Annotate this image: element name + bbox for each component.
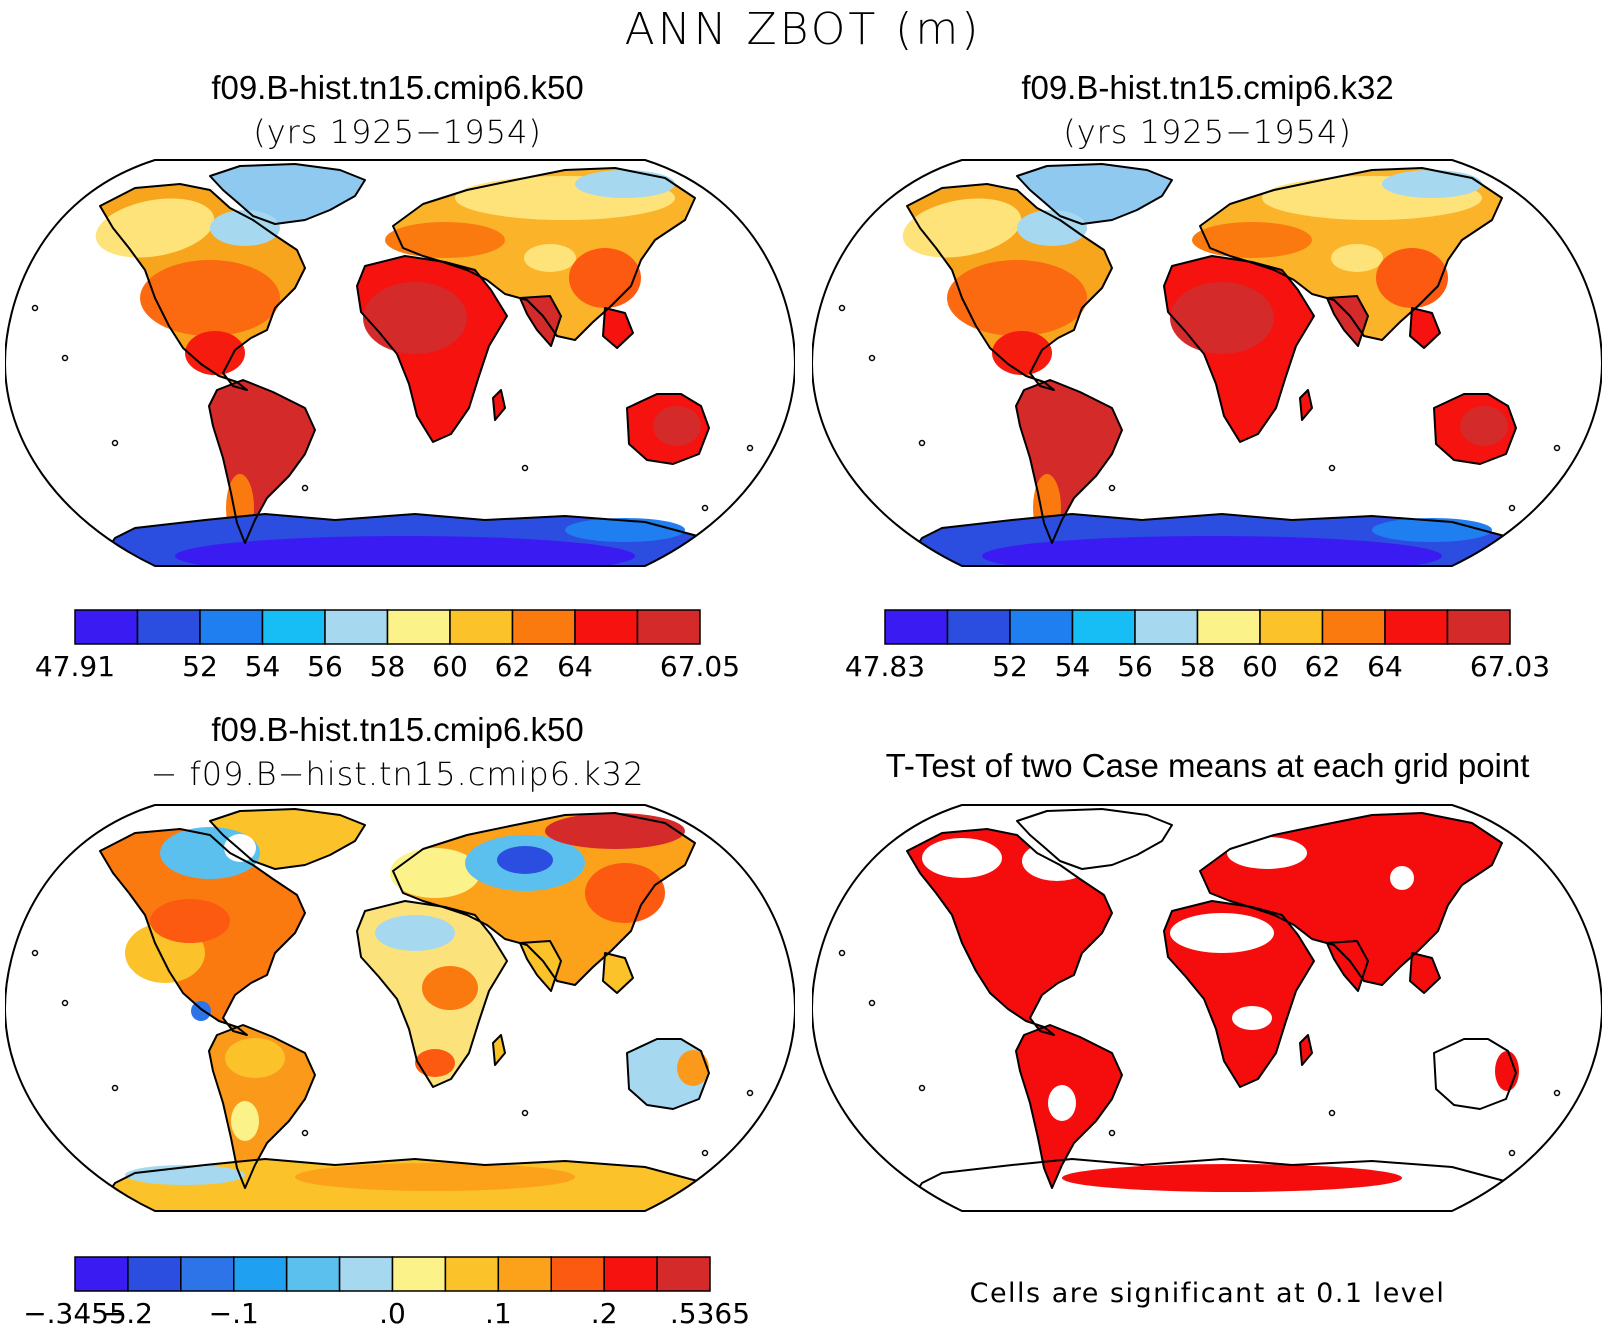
colorbar-tick-label: 62 — [495, 650, 531, 683]
figure-title: ANN ZBOT (m) — [624, 4, 982, 55]
colorbar-panel-1: 47.91 52 54 56 58 60 62 64 67.05 — [35, 609, 740, 683]
colorbar-swatch — [74, 609, 139, 645]
colorbar-tick-label: 67.05 — [660, 650, 740, 683]
map-panel-1 — [5, 159, 795, 567]
colorbar-tick-label: 60 — [1242, 650, 1278, 683]
colorbar-swatch — [636, 609, 701, 645]
colorbar-swatch — [444, 1256, 500, 1292]
colorbar-swatch — [1446, 609, 1511, 645]
panel-1-subtitle: (yrs 1925−1954) — [253, 113, 542, 151]
colorbar-tick-label: 54 — [1055, 650, 1091, 683]
colorbar-tick-label: 52 — [182, 650, 218, 683]
colorbar-swatch — [180, 1256, 235, 1292]
colorbar-swatch — [199, 609, 264, 645]
colorbar-tick-label: −.3455 — [23, 1297, 127, 1327]
colorbar-panel-2: 47.83 52 54 56 58 60 62 64 67.03 — [845, 609, 1550, 683]
colorbar-swatch — [1134, 609, 1199, 645]
colorbar-swatch — [127, 1256, 182, 1292]
colorbar-swatch — [261, 609, 326, 645]
colorbar-tick-label: 58 — [1180, 650, 1216, 683]
colorbar-swatch — [574, 609, 639, 645]
colorbar-swatch — [1071, 609, 1136, 645]
colorbar-swatch — [1321, 609, 1386, 645]
colorbar-tick-label: 52 — [992, 650, 1028, 683]
colorbar-swatch — [550, 1256, 605, 1292]
colorbar-tick-label: 64 — [1367, 650, 1403, 683]
map-panel-3 — [5, 804, 795, 1212]
colorbar-swatch — [511, 609, 576, 645]
colorbar-swatch — [338, 1256, 394, 1292]
panel-1-title: f09.B-hist.tn15.cmip6.k50 — [211, 69, 584, 106]
panel-2-subtitle: (yrs 1925−1954) — [1063, 113, 1352, 151]
colorbar-swatch — [285, 1256, 341, 1292]
colorbar-tick-label: .1 — [485, 1297, 512, 1327]
colorbar-tick-label: 62 — [1305, 650, 1341, 683]
map-panel-4 — [812, 804, 1602, 1212]
colorbar-swatch — [74, 1256, 129, 1292]
colorbar-swatch — [656, 1256, 711, 1292]
colorbar-swatch — [391, 1256, 447, 1292]
colorbar-swatch — [386, 609, 451, 645]
colorbar-swatch — [449, 609, 514, 645]
map-panel-2 — [812, 159, 1602, 567]
colorbar-tick-label: 60 — [432, 650, 468, 683]
colorbar-swatch — [324, 609, 389, 645]
colorbar-tick-label: 56 — [1117, 650, 1153, 683]
colorbar-tick-label: 47.91 — [35, 650, 115, 683]
colorbar-tick-label: 67.03 — [1470, 650, 1550, 683]
colorbar-tick-label: .0 — [379, 1297, 406, 1327]
colorbar-swatch — [1196, 609, 1261, 645]
panel-4-title: T-Test of two Case means at each grid po… — [885, 747, 1530, 784]
panel-2-title: f09.B-hist.tn15.cmip6.k32 — [1021, 69, 1394, 106]
colorbar-tick-label: −.1 — [209, 1297, 259, 1327]
colorbar-tick-label: 54 — [245, 650, 281, 683]
colorbar-swatch — [1009, 609, 1074, 645]
colorbar-swatch — [946, 609, 1011, 645]
colorbar-swatch — [603, 1256, 658, 1292]
colorbar-tick-label: .2 — [591, 1297, 618, 1327]
panel-3-subtitle: − f09.B−hist.tn15.cmip6.k32 — [150, 755, 645, 793]
colorbar-panel-3: −.3455−.2 −.1 .0 .1 .2 .5365 — [23, 1256, 750, 1327]
colorbar-swatch — [497, 1256, 553, 1292]
colorbar-swatch — [233, 1256, 288, 1292]
significance-note: Cells are significant at 0.1 level — [969, 1278, 1446, 1309]
panel-3-title: f09.B-hist.tn15.cmip6.k50 — [211, 711, 584, 748]
colorbar-tick-label: 47.83 — [845, 650, 925, 683]
colorbar-swatch — [884, 609, 949, 645]
colorbar-swatch — [1259, 609, 1324, 645]
colorbar-tick-label: 64 — [557, 650, 593, 683]
colorbar-tick-label: 56 — [307, 650, 343, 683]
colorbar-tick-label: −.2 — [103, 1297, 153, 1327]
colorbar-swatch — [1384, 609, 1449, 645]
colorbar-swatch — [136, 609, 201, 645]
colorbar-tick-label: 58 — [370, 650, 406, 683]
colorbar-tick-label: .5365 — [670, 1297, 750, 1327]
